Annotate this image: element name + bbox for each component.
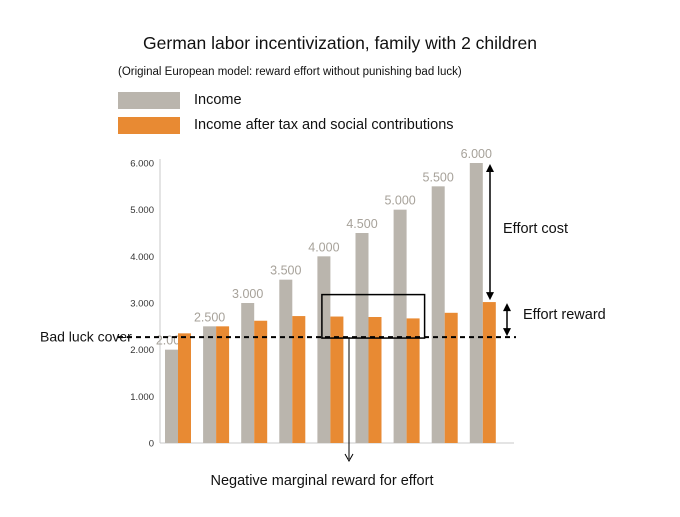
negative-reward-arrow-head [344, 453, 354, 463]
y-tick-label: 6.000 [130, 159, 154, 170]
y-tick-label: 5.000 [130, 205, 154, 216]
y-tick-label: 1.000 [130, 392, 154, 403]
income-data-label: 2.500 [194, 310, 225, 324]
y-tick-label: 2.000 [130, 345, 154, 356]
effort-reward-arrow-head-bottom [503, 328, 511, 337]
income-bar [165, 349, 178, 443]
income-data-label: 3.000 [232, 287, 263, 301]
income-data-label: 4.500 [346, 217, 377, 231]
legend-swatch-net-income [118, 117, 180, 134]
net-income-bar [482, 302, 496, 443]
negative-reward-highlight-box [321, 293, 426, 339]
income-data-label: 5.500 [423, 170, 454, 184]
y-tick-label: 3.000 [130, 299, 154, 310]
income-bar [393, 209, 407, 443]
chart-subtitle: (Original European model: reward effort … [118, 66, 462, 78]
effort-reward-label: Effort reward [523, 307, 606, 323]
net-income-bar [178, 333, 191, 443]
net-income-bar [368, 317, 382, 443]
income-bar [469, 163, 483, 443]
effort-cost-arrow-head-bottom [486, 292, 494, 301]
net-income-bar [444, 312, 458, 443]
net-income-bar [254, 320, 268, 443]
net-income-bar [406, 318, 420, 443]
effort-cost-label: Effort cost [503, 221, 568, 237]
negative-reward-label: Negative marginal reward for effort [211, 473, 434, 489]
income-bar [431, 186, 445, 444]
effort-reward-arrow-head-top [503, 303, 511, 312]
income-bar [317, 256, 331, 443]
net-income-bar [216, 326, 230, 443]
income-bar [279, 279, 293, 443]
income-data-label: 5.000 [384, 194, 415, 208]
net-income-bar [292, 316, 306, 443]
income-data-label: 3.500 [270, 264, 301, 278]
y-tick-label: 4.000 [130, 252, 154, 263]
income-data-label: 4.000 [308, 240, 339, 254]
income-data-label: 6.000 [461, 147, 492, 161]
income-bar [203, 326, 217, 443]
net-income-bar [330, 316, 344, 443]
effort-cost-arrow-head-top [486, 164, 494, 172]
legend-label-income: Income [194, 92, 242, 108]
y-tick-label: 0 [149, 439, 154, 450]
legend-label-net-income: Income after tax and social contribution… [194, 117, 454, 133]
bad-luck-cover-label: Bad luck cover [40, 329, 132, 345]
legend-swatch-income [118, 92, 180, 109]
chart-title: German labor incentivization, family wit… [143, 33, 537, 53]
income-bar [241, 303, 255, 443]
